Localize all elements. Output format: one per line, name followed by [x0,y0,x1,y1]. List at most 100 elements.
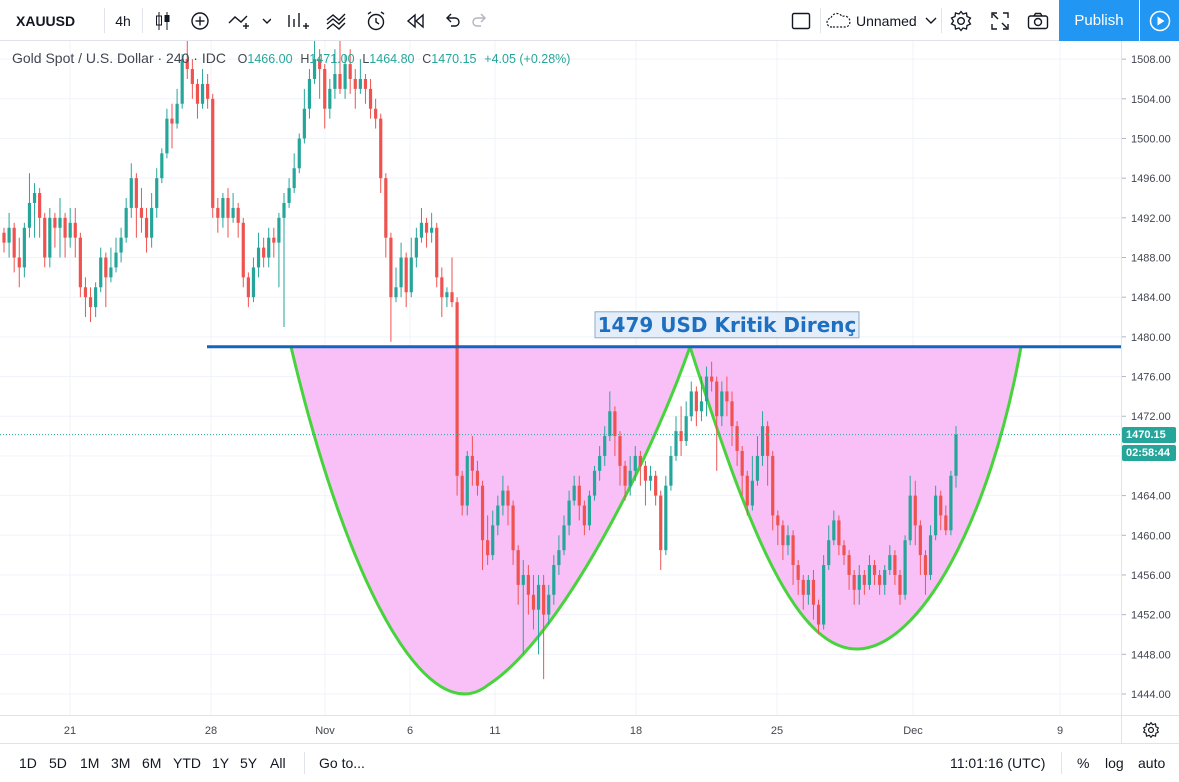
candle-body [832,520,836,541]
templates-icon[interactable] [322,0,352,41]
candle-body [262,247,266,258]
candle-body [862,574,866,585]
range-1m[interactable]: 1M [80,754,100,771]
candle [323,64,327,129]
chart-pane[interactable]: 1479 USD Kritik Direnç [0,41,1121,715]
candle [419,207,424,243]
candle-body [816,604,821,625]
candle [547,584,551,625]
auto-toggle[interactable]: auto [1138,754,1166,771]
log-toggle[interactable]: log [1105,754,1124,771]
candle-body [17,257,21,268]
timezone-clock[interactable]: 11:01:16 (UTC) [950,754,1046,771]
candles-style-icon[interactable] [148,0,178,41]
range-1y[interactable]: 1Y [212,754,230,771]
settings-gear-icon[interactable] [946,0,976,41]
percent-toggle[interactable]: % [1077,754,1090,771]
candle [465,450,469,516]
range-3m[interactable]: 3M [111,754,131,771]
candle-body [424,222,429,233]
candle [536,574,541,655]
candle [852,570,856,605]
time-scale[interactable]: 21 28 Nov 6 11 18 25 Dec 9 [0,715,1121,743]
scale-settings-icon[interactable] [1121,715,1179,743]
candle-body [857,574,861,590]
range-1d[interactable]: 1D [19,754,37,771]
range-6m[interactable]: 6M [142,754,162,771]
candle-body [221,198,225,218]
candle [231,193,235,223]
candle [582,500,586,536]
price-tick-label: 1492.00 [1131,213,1171,225]
candle-body [323,69,327,109]
range-5d[interactable]: 5D [49,754,67,771]
fullscreen-layout-icon[interactable] [786,0,816,41]
candle-body [867,565,872,585]
candle-body [608,411,612,437]
candle-body [562,525,566,551]
candle [53,212,57,248]
price-axis: 1444.00 1448.00 1452.00 1456.00 1460.00 1464.… [1122,54,1171,701]
replay-icon[interactable] [401,0,431,41]
high-label: H [300,52,310,66]
toolbar-divider [941,8,942,33]
candle-body [83,287,88,298]
candle-body [475,470,480,486]
candle [200,69,205,109]
candle [730,391,734,446]
candle [251,257,256,303]
candle-body [353,78,357,89]
camera-icon[interactable] [1023,0,1053,41]
candle-body [333,74,337,89]
candle [491,510,495,561]
fullscreen-icon[interactable] [985,0,1015,41]
price-tick-label: 1496.00 [1131,173,1171,185]
price-scale[interactable]: 1444.00 1448.00 1452.00 1456.00 1460.00 1464.… [1121,41,1179,715]
alert-icon[interactable] [361,0,391,41]
candle-body [496,505,500,526]
goto-date-button[interactable]: Go to... [319,754,365,771]
bottom-divider [304,752,305,774]
candle [246,272,250,308]
candle [791,530,795,585]
candle [282,193,286,327]
candle [99,247,103,293]
redo-icon[interactable] [466,0,494,41]
publish-button[interactable]: Publish [1059,0,1139,41]
candle [715,376,719,471]
compare-add-icon[interactable] [185,0,215,41]
candle-body [536,584,541,610]
candle-body [913,495,917,526]
interval-button[interactable]: 4h [115,12,131,29]
candle [598,446,602,481]
candle-body [139,207,144,218]
candle [343,54,347,99]
candle-body [704,376,709,402]
financials-icon[interactable] [283,0,313,41]
candle-body [827,540,831,566]
range-all[interactable]: All [270,754,286,771]
candle [440,267,444,318]
indicators-icon[interactable] [224,0,274,41]
range-5y[interactable]: 5Y [240,754,258,771]
candle-body [358,78,362,89]
candle-body [623,465,627,486]
candle [328,78,332,119]
range-ytd[interactable]: YTD [173,754,201,771]
low-value: 1464.80 [369,52,415,66]
candle [139,188,144,233]
candle [552,555,556,605]
close-value: 1470.15 [431,52,477,66]
undo-icon[interactable] [438,0,466,41]
symbol-search-button[interactable]: XAUUSD [16,12,76,29]
candle [679,406,683,456]
candle-body [582,505,586,526]
candle [725,376,729,417]
layout-menu-button[interactable]: Unnamed [826,0,941,41]
publish-idea-icon[interactable] [1140,0,1179,41]
annotation-box [594,311,860,339]
candle [221,193,225,228]
candle-body [939,495,943,516]
candle-body [893,555,897,575]
candle [822,555,826,630]
